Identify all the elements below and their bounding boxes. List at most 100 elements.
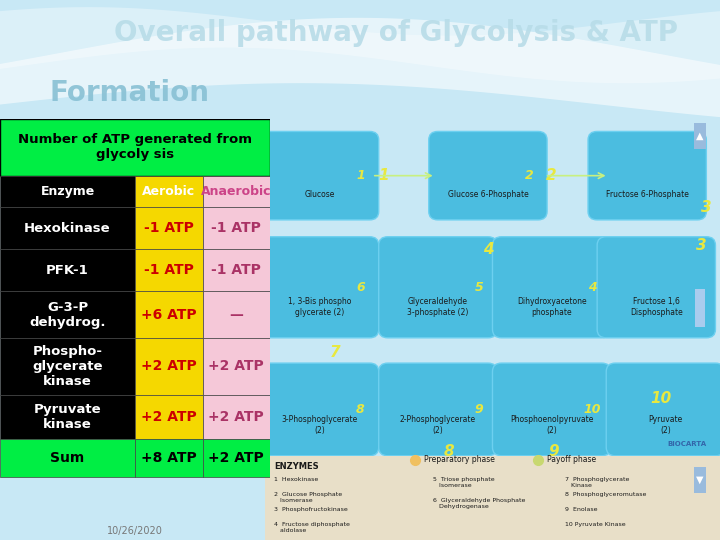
Text: Enzyme: Enzyme xyxy=(40,185,94,198)
FancyBboxPatch shape xyxy=(202,207,270,249)
Text: 1  Hexokinase: 1 Hexokinase xyxy=(274,477,318,482)
Text: Anaerobic: Anaerobic xyxy=(201,185,271,198)
Text: 3  Phosphofructokinase: 3 Phosphofructokinase xyxy=(274,507,348,512)
Text: Preparatory phase: Preparatory phase xyxy=(424,455,495,464)
FancyBboxPatch shape xyxy=(265,456,720,540)
FancyBboxPatch shape xyxy=(202,439,270,477)
Text: 2-Phosphoglycerate
(2): 2-Phosphoglycerate (2) xyxy=(400,415,476,435)
Text: Pyruvate
(2): Pyruvate (2) xyxy=(648,415,683,435)
Text: +2 ATP: +2 ATP xyxy=(141,410,197,424)
Text: —: — xyxy=(229,308,243,322)
Text: -1 ATP: -1 ATP xyxy=(211,221,261,235)
FancyBboxPatch shape xyxy=(492,363,611,456)
Text: 8: 8 xyxy=(356,403,365,416)
PathPatch shape xyxy=(0,18,720,117)
Text: +6 ATP: +6 ATP xyxy=(141,308,197,322)
FancyBboxPatch shape xyxy=(597,237,716,338)
FancyBboxPatch shape xyxy=(379,237,497,338)
FancyBboxPatch shape xyxy=(0,119,270,176)
Text: ▲: ▲ xyxy=(696,131,703,141)
Text: 7  Phosphoglycerate
   Kinase: 7 Phosphoglycerate Kinase xyxy=(565,477,630,488)
Text: G-3-P
dehydrog.: G-3-P dehydrog. xyxy=(30,301,106,329)
Text: 9: 9 xyxy=(474,403,483,416)
Text: 3: 3 xyxy=(701,200,711,215)
FancyBboxPatch shape xyxy=(135,439,202,477)
Text: +2 ATP: +2 ATP xyxy=(208,410,264,424)
Text: 2  Glucose Phosphate
   Isomerase: 2 Glucose Phosphate Isomerase xyxy=(274,492,342,503)
Text: 4: 4 xyxy=(482,242,493,257)
Text: Phosphoenolpyruvate
(2): Phosphoenolpyruvate (2) xyxy=(510,415,593,435)
FancyBboxPatch shape xyxy=(0,176,135,207)
FancyBboxPatch shape xyxy=(135,292,202,338)
Text: 4  Fructose diphosphate
   aldolase: 4 Fructose diphosphate aldolase xyxy=(274,522,350,533)
Text: ENZYMES: ENZYMES xyxy=(274,462,319,471)
Text: -1 ATP: -1 ATP xyxy=(211,264,261,278)
FancyBboxPatch shape xyxy=(135,249,202,292)
Text: Fructose 6-Phosphate: Fructose 6-Phosphate xyxy=(606,190,688,199)
Text: 8  Phosphoglyceromutase: 8 Phosphoglyceromutase xyxy=(565,492,647,497)
Text: +8 ATP: +8 ATP xyxy=(141,451,197,465)
Text: 8: 8 xyxy=(444,444,454,459)
Text: 3-Phosphoglycerate
(2): 3-Phosphoglycerate (2) xyxy=(282,415,358,435)
Text: Pyruvate
kinase: Pyruvate kinase xyxy=(34,403,102,431)
Text: Glyceraldehyde
3-phosphate (2): Glyceraldehyde 3-phosphate (2) xyxy=(408,298,469,317)
Text: 5: 5 xyxy=(474,281,483,294)
FancyBboxPatch shape xyxy=(202,176,270,207)
Text: Fructose 1,6
Disphosphate: Fructose 1,6 Disphosphate xyxy=(630,298,683,317)
FancyBboxPatch shape xyxy=(429,131,547,220)
Text: 10/26/2020: 10/26/2020 xyxy=(107,526,163,536)
Text: Dihydroxyacetone
phosphate: Dihydroxyacetone phosphate xyxy=(517,298,587,317)
Text: 4: 4 xyxy=(588,281,597,294)
Text: +2 ATP: +2 ATP xyxy=(208,451,264,465)
FancyBboxPatch shape xyxy=(695,289,705,327)
FancyBboxPatch shape xyxy=(379,363,497,456)
Text: 5  Triose phosphate
   Isomerase: 5 Triose phosphate Isomerase xyxy=(433,477,495,488)
FancyBboxPatch shape xyxy=(202,292,270,338)
Text: +2 ATP: +2 ATP xyxy=(141,359,197,373)
FancyBboxPatch shape xyxy=(135,207,202,249)
FancyBboxPatch shape xyxy=(588,131,706,220)
FancyBboxPatch shape xyxy=(0,395,135,439)
FancyBboxPatch shape xyxy=(202,249,270,292)
Text: 7: 7 xyxy=(330,345,341,360)
FancyBboxPatch shape xyxy=(0,439,135,477)
FancyBboxPatch shape xyxy=(0,207,135,249)
Text: Sum: Sum xyxy=(50,451,85,465)
Text: 2: 2 xyxy=(524,169,534,182)
FancyBboxPatch shape xyxy=(492,237,611,338)
Text: BIOCARTA: BIOCARTA xyxy=(667,441,706,447)
Text: Aerobic: Aerobic xyxy=(142,185,195,198)
Text: 1: 1 xyxy=(378,168,389,183)
Text: +2 ATP: +2 ATP xyxy=(208,359,264,373)
FancyBboxPatch shape xyxy=(694,123,706,149)
FancyBboxPatch shape xyxy=(135,395,202,439)
Text: 10 Pyruvate Kinase: 10 Pyruvate Kinase xyxy=(565,522,626,527)
Text: Overall pathway of Glycolysis & ATP: Overall pathway of Glycolysis & ATP xyxy=(114,19,678,48)
Text: 1, 3-Bis phospho
glycerate (2): 1, 3-Bis phospho glycerate (2) xyxy=(288,298,351,317)
FancyBboxPatch shape xyxy=(261,363,379,456)
Text: 6: 6 xyxy=(356,281,365,294)
Text: Glucose: Glucose xyxy=(305,190,335,199)
Text: Phospho-
glycerate
kinase: Phospho- glycerate kinase xyxy=(32,345,103,388)
FancyBboxPatch shape xyxy=(694,467,706,493)
PathPatch shape xyxy=(0,7,720,83)
FancyBboxPatch shape xyxy=(202,395,270,439)
Text: -1 ATP: -1 ATP xyxy=(144,264,194,278)
Text: 1: 1 xyxy=(356,169,365,182)
Text: 9: 9 xyxy=(549,444,559,459)
FancyBboxPatch shape xyxy=(135,176,202,207)
FancyBboxPatch shape xyxy=(135,338,202,395)
Text: 9  Enolase: 9 Enolase xyxy=(565,507,598,512)
Text: Glucose 6-Phosphate: Glucose 6-Phosphate xyxy=(448,190,528,199)
Text: Payoff phase: Payoff phase xyxy=(547,455,596,464)
FancyBboxPatch shape xyxy=(0,338,135,395)
Text: 10: 10 xyxy=(650,392,672,407)
Text: -1 ATP: -1 ATP xyxy=(144,221,194,235)
FancyBboxPatch shape xyxy=(261,237,379,338)
FancyBboxPatch shape xyxy=(0,249,135,292)
FancyBboxPatch shape xyxy=(261,131,379,220)
Text: 6  Glyceraldehyde Phosphate
   Dehydrogenase: 6 Glyceraldehyde Phosphate Dehydrogenase xyxy=(433,498,526,509)
Text: Formation: Formation xyxy=(50,79,210,107)
Text: PFK-1: PFK-1 xyxy=(46,264,89,277)
FancyBboxPatch shape xyxy=(202,338,270,395)
